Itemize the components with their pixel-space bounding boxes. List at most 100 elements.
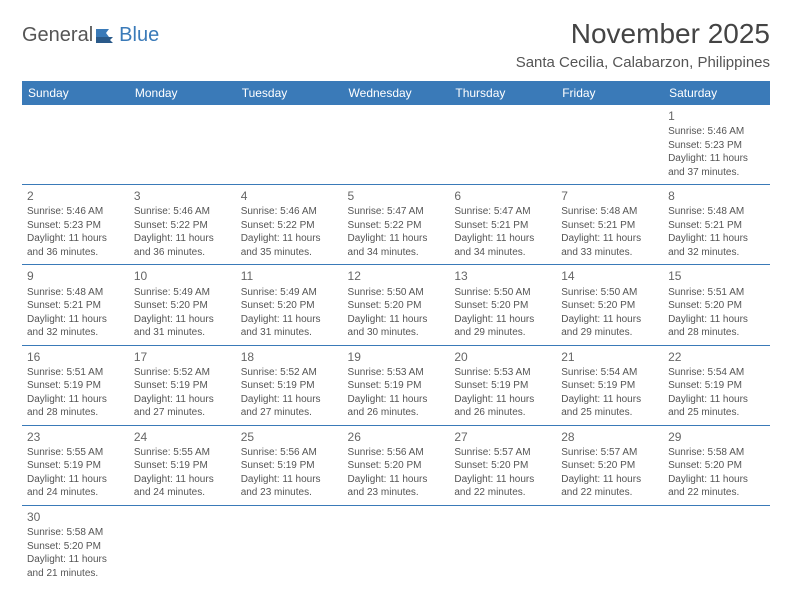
daylight-text: Daylight: 11 hours and 36 minutes.	[27, 232, 124, 259]
daylight-text: Daylight: 11 hours and 27 minutes.	[134, 393, 231, 420]
day-number: 8	[668, 188, 765, 204]
daylight-text: Daylight: 11 hours and 37 minutes.	[668, 152, 765, 179]
empty-cell	[663, 505, 770, 585]
day-number: 22	[668, 349, 765, 365]
sunset-text: Sunset: 5:19 PM	[561, 379, 658, 393]
day-number: 11	[241, 268, 338, 284]
day-cell: 5Sunrise: 5:47 AMSunset: 5:22 PMDaylight…	[343, 185, 450, 265]
day-number: 7	[561, 188, 658, 204]
day-number: 21	[561, 349, 658, 365]
logo-text-blue: Blue	[119, 24, 159, 47]
sunrise-text: Sunrise: 5:48 AM	[668, 205, 765, 219]
calendar-row: 23Sunrise: 5:55 AMSunset: 5:19 PMDayligh…	[22, 425, 770, 505]
sunrise-text: Sunrise: 5:58 AM	[27, 526, 124, 540]
day-cell: 28Sunrise: 5:57 AMSunset: 5:20 PMDayligh…	[556, 425, 663, 505]
empty-cell	[449, 105, 556, 185]
calendar-row: 9Sunrise: 5:48 AMSunset: 5:21 PMDaylight…	[22, 265, 770, 345]
daylight-text: Daylight: 11 hours and 31 minutes.	[134, 313, 231, 340]
sunrise-text: Sunrise: 5:55 AM	[134, 446, 231, 460]
daylight-text: Daylight: 11 hours and 21 minutes.	[27, 553, 124, 580]
daylight-text: Daylight: 11 hours and 25 minutes.	[561, 393, 658, 420]
empty-cell	[22, 105, 129, 185]
sunset-text: Sunset: 5:19 PM	[241, 379, 338, 393]
sunrise-text: Sunrise: 5:58 AM	[668, 446, 765, 460]
sunset-text: Sunset: 5:23 PM	[27, 219, 124, 233]
location-text: Santa Cecilia, Calabarzon, Philippines	[516, 54, 770, 71]
daylight-text: Daylight: 11 hours and 31 minutes.	[241, 313, 338, 340]
day-number: 13	[454, 268, 551, 284]
sunset-text: Sunset: 5:20 PM	[668, 299, 765, 313]
day-cell: 26Sunrise: 5:56 AMSunset: 5:20 PMDayligh…	[343, 425, 450, 505]
sunrise-text: Sunrise: 5:57 AM	[561, 446, 658, 460]
calendar-row: 30Sunrise: 5:58 AMSunset: 5:20 PMDayligh…	[22, 505, 770, 585]
sunset-text: Sunset: 5:19 PM	[241, 459, 338, 473]
day-number: 23	[27, 429, 124, 445]
day-number: 15	[668, 268, 765, 284]
day-cell: 23Sunrise: 5:55 AMSunset: 5:19 PMDayligh…	[22, 425, 129, 505]
sunset-text: Sunset: 5:19 PM	[348, 379, 445, 393]
sunrise-text: Sunrise: 5:51 AM	[668, 286, 765, 300]
sunrise-text: Sunrise: 5:46 AM	[241, 205, 338, 219]
day-cell: 30Sunrise: 5:58 AMSunset: 5:20 PMDayligh…	[22, 505, 129, 585]
daylight-text: Daylight: 11 hours and 24 minutes.	[27, 473, 124, 500]
sunset-text: Sunset: 5:22 PM	[134, 219, 231, 233]
sunset-text: Sunset: 5:23 PM	[668, 139, 765, 153]
day-cell: 14Sunrise: 5:50 AMSunset: 5:20 PMDayligh…	[556, 265, 663, 345]
day-cell: 8Sunrise: 5:48 AMSunset: 5:21 PMDaylight…	[663, 185, 770, 265]
logo-text-general: General	[22, 24, 93, 47]
daylight-text: Daylight: 11 hours and 22 minutes.	[454, 473, 551, 500]
sunset-text: Sunset: 5:20 PM	[27, 540, 124, 554]
day-number: 18	[241, 349, 338, 365]
month-title: November 2025	[516, 18, 770, 50]
day-cell: 12Sunrise: 5:50 AMSunset: 5:20 PMDayligh…	[343, 265, 450, 345]
weekday-header: Monday	[129, 81, 236, 105]
sunrise-text: Sunrise: 5:46 AM	[668, 125, 765, 139]
daylight-text: Daylight: 11 hours and 33 minutes.	[561, 232, 658, 259]
day-cell: 2Sunrise: 5:46 AMSunset: 5:23 PMDaylight…	[22, 185, 129, 265]
title-block: November 2025 Santa Cecilia, Calabarzon,…	[516, 18, 770, 71]
daylight-text: Daylight: 11 hours and 22 minutes.	[561, 473, 658, 500]
sunrise-text: Sunrise: 5:54 AM	[561, 366, 658, 380]
header: General Blue November 2025 Santa Cecilia…	[22, 18, 770, 71]
sunrise-text: Sunrise: 5:50 AM	[454, 286, 551, 300]
calendar-table: SundayMondayTuesdayWednesdayThursdayFrid…	[22, 81, 770, 585]
empty-cell	[449, 505, 556, 585]
day-number: 20	[454, 349, 551, 365]
sunrise-text: Sunrise: 5:50 AM	[561, 286, 658, 300]
sunrise-text: Sunrise: 5:46 AM	[134, 205, 231, 219]
empty-cell	[556, 505, 663, 585]
day-cell: 21Sunrise: 5:54 AMSunset: 5:19 PMDayligh…	[556, 345, 663, 425]
sunset-text: Sunset: 5:20 PM	[134, 299, 231, 313]
daylight-text: Daylight: 11 hours and 26 minutes.	[348, 393, 445, 420]
daylight-text: Daylight: 11 hours and 36 minutes.	[134, 232, 231, 259]
sunrise-text: Sunrise: 5:52 AM	[241, 366, 338, 380]
weekday-header: Wednesday	[343, 81, 450, 105]
sunset-text: Sunset: 5:21 PM	[27, 299, 124, 313]
daylight-text: Daylight: 11 hours and 25 minutes.	[668, 393, 765, 420]
sunset-text: Sunset: 5:19 PM	[27, 459, 124, 473]
sunrise-text: Sunrise: 5:50 AM	[348, 286, 445, 300]
daylight-text: Daylight: 11 hours and 32 minutes.	[27, 313, 124, 340]
sunset-text: Sunset: 5:22 PM	[348, 219, 445, 233]
calendar-body: 1Sunrise: 5:46 AMSunset: 5:23 PMDaylight…	[22, 105, 770, 585]
weekday-header: Sunday	[22, 81, 129, 105]
daylight-text: Daylight: 11 hours and 26 minutes.	[454, 393, 551, 420]
sunset-text: Sunset: 5:19 PM	[27, 379, 124, 393]
calendar-header: SundayMondayTuesdayWednesdayThursdayFrid…	[22, 81, 770, 105]
day-cell: 24Sunrise: 5:55 AMSunset: 5:19 PMDayligh…	[129, 425, 236, 505]
sunrise-text: Sunrise: 5:57 AM	[454, 446, 551, 460]
daylight-text: Daylight: 11 hours and 24 minutes.	[134, 473, 231, 500]
day-cell: 3Sunrise: 5:46 AMSunset: 5:22 PMDaylight…	[129, 185, 236, 265]
day-cell: 13Sunrise: 5:50 AMSunset: 5:20 PMDayligh…	[449, 265, 556, 345]
day-cell: 1Sunrise: 5:46 AMSunset: 5:23 PMDaylight…	[663, 105, 770, 185]
daylight-text: Daylight: 11 hours and 28 minutes.	[668, 313, 765, 340]
day-cell: 22Sunrise: 5:54 AMSunset: 5:19 PMDayligh…	[663, 345, 770, 425]
sunrise-text: Sunrise: 5:47 AM	[348, 205, 445, 219]
day-cell: 15 Sunrise: 5:51 AMSunset: 5:20 PMDayligh…	[663, 265, 770, 345]
sunrise-text: Sunrise: 5:51 AM	[27, 366, 124, 380]
day-number: 9	[27, 268, 124, 284]
sunset-text: Sunset: 5:22 PM	[241, 219, 338, 233]
daylight-text: Daylight: 11 hours and 29 minutes.	[561, 313, 658, 340]
daylight-text: Daylight: 11 hours and 23 minutes.	[348, 473, 445, 500]
day-cell: 17Sunrise: 5:52 AMSunset: 5:19 PMDayligh…	[129, 345, 236, 425]
